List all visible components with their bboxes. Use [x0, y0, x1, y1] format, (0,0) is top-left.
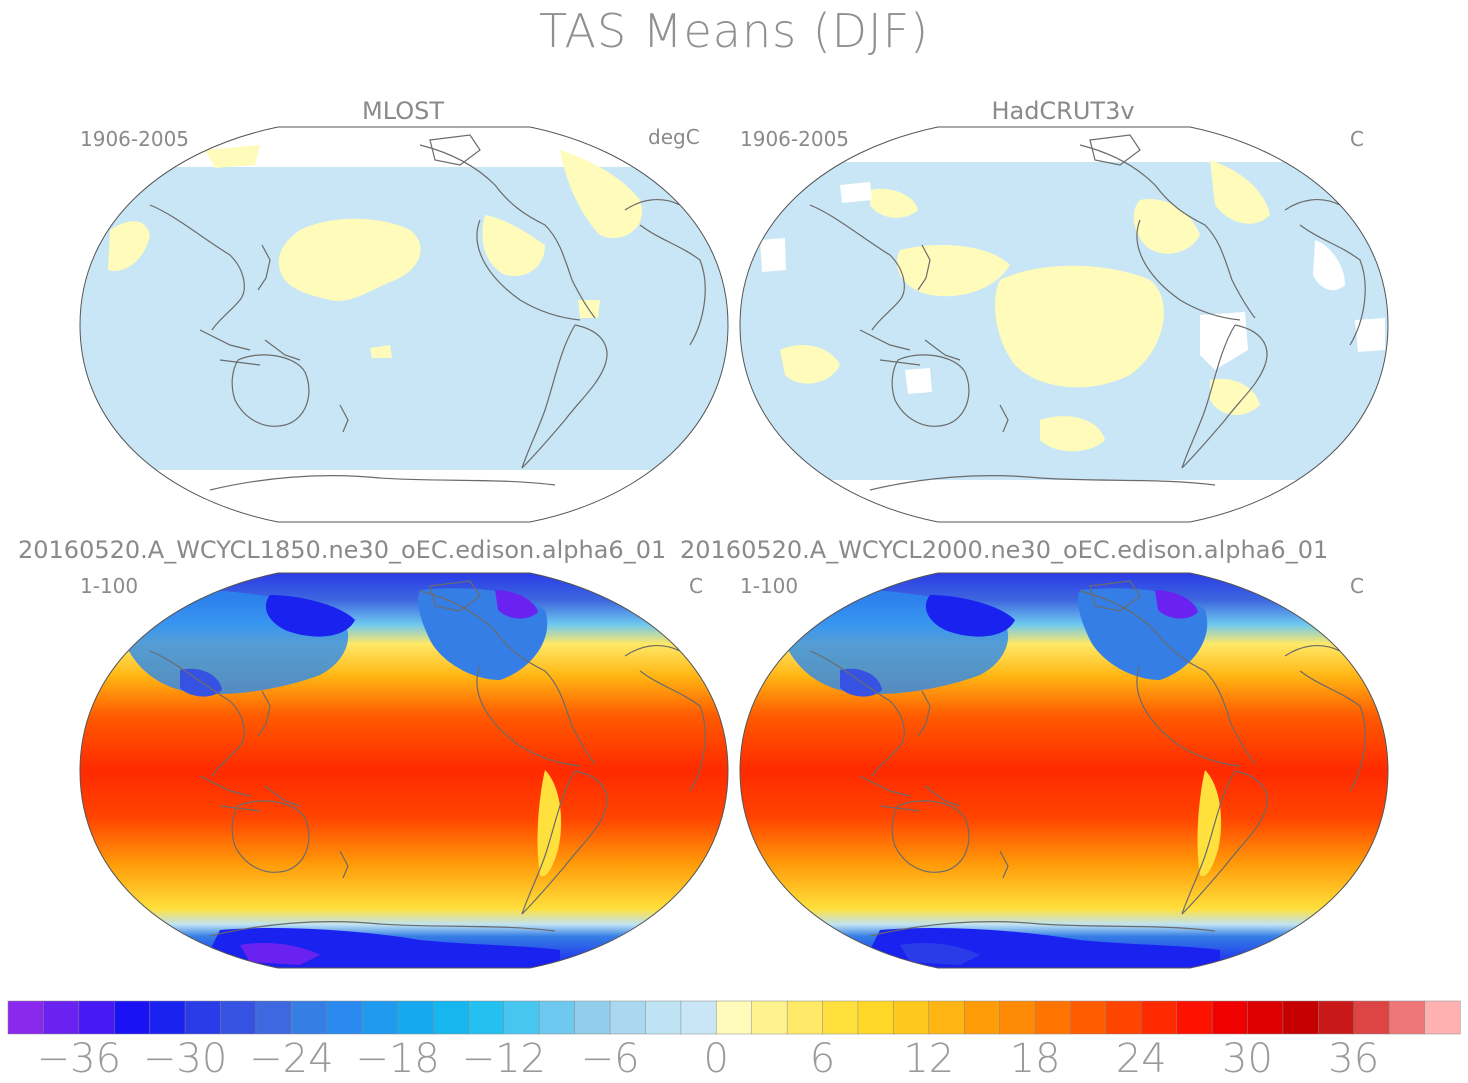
colorbar-swatch: [1176, 1000, 1213, 1035]
colorbar-swatch: [1105, 1000, 1142, 1035]
colorbar-swatch: [928, 1000, 965, 1035]
map-border-hadcrut: [739, 126, 1389, 523]
colorbar-swatch: [43, 1000, 80, 1035]
colorbar-swatch: [397, 1000, 434, 1035]
colorbar-tick-label: 18: [1009, 1036, 1061, 1082]
colorbar-swatch: [857, 1000, 894, 1035]
colorbar-tick-label: −36: [36, 1036, 122, 1082]
colorbar-swatch: [468, 1000, 505, 1035]
colorbar-tick-label: 6: [809, 1036, 836, 1082]
map-hadcrut: [740, 127, 1388, 522]
colorbar-tick-label: −18: [355, 1036, 440, 1082]
map-border-model-2000: [739, 572, 1389, 969]
panel-units-hadcrut: C: [1350, 127, 1364, 151]
colorbar-swatch: [1318, 1000, 1355, 1035]
colorbar-swatch: [716, 1000, 753, 1035]
colorbar-swatch: [786, 1000, 824, 1035]
colorbar-swatch: [7, 1000, 44, 1035]
colorbar-swatch: [680, 1000, 717, 1035]
colorbar-tick-label: 12: [903, 1036, 955, 1082]
panel-title-model-1850: 20160520.A_WCYCL1850.ne30_oEC.edison.alp…: [18, 536, 667, 564]
map-model-1850: [80, 573, 728, 968]
colorbar-tick-label: −12: [461, 1036, 547, 1082]
map-border-model-1850: [79, 572, 729, 969]
colorbar-swatch: [645, 1000, 682, 1035]
colorbar-swatch: [1211, 1000, 1249, 1035]
colorbar-tick-label: −24: [249, 1036, 334, 1082]
colorbar-swatch: [1353, 1000, 1390, 1035]
map-border-mlost: [79, 126, 729, 523]
colorbar-swatch: [113, 1000, 151, 1035]
colorbar-tick-label: 24: [1115, 1036, 1167, 1082]
colorbar-swatch: [1388, 1000, 1426, 1035]
colorbar: [7, 1000, 1461, 1035]
colorbar-swatch: [1247, 1000, 1284, 1035]
colorbar-swatch: [255, 1000, 292, 1035]
colorbar-swatch: [574, 1000, 611, 1035]
colorbar-swatch: [1141, 1000, 1178, 1035]
colorbar-swatch: [326, 1000, 363, 1035]
colorbar-swatch: [1034, 1000, 1071, 1035]
colorbar-swatch: [963, 1000, 1001, 1035]
colorbar-tick-label: 36: [1328, 1036, 1380, 1082]
colorbar-swatch: [291, 1000, 328, 1035]
colorbar-swatch: [1282, 1000, 1319, 1035]
colorbar-swatch: [538, 1000, 576, 1035]
colorbar-tick-label: −30: [142, 1036, 228, 1082]
colorbar-swatch: [1424, 1000, 1461, 1035]
colorbar-swatch: [149, 1000, 186, 1035]
panel-title-model-2000: 20160520.A_WCYCL2000.ne30_oEC.edison.alp…: [680, 536, 1329, 564]
panel-units-model-1850: C: [689, 574, 703, 598]
panel-period-model-1850: 1-100: [80, 574, 139, 598]
panel-period-mlost: 1906-2005: [80, 127, 190, 151]
colorbar-swatch: [999, 1000, 1036, 1035]
colorbar-swatch: [1070, 1000, 1107, 1035]
map-model-2000: [740, 573, 1388, 968]
panel-period-model-2000: 1-100: [740, 574, 799, 598]
colorbar-tick-label: 30: [1222, 1036, 1273, 1082]
main-title: TAS Means (DJF): [538, 4, 930, 58]
colorbar-swatch: [609, 1000, 647, 1035]
panel-title-hadcrut: HadCRUT3v: [991, 97, 1135, 125]
colorbar-swatch: [503, 1000, 540, 1035]
panel-title-mlost: MLOST: [361, 97, 445, 125]
colorbar-tick-label: 0: [703, 1036, 730, 1082]
colorbar-swatch: [184, 1000, 222, 1035]
colorbar-swatch: [361, 1000, 399, 1035]
colorbar-swatch: [78, 1000, 115, 1035]
colorbar-swatch: [822, 1000, 859, 1035]
colorbar-tick-label: −6: [580, 1036, 640, 1082]
colorbar-swatch: [432, 1000, 469, 1035]
panel-period-hadcrut: 1906-2005: [740, 127, 850, 151]
map-mlost: [80, 127, 728, 522]
colorbar-swatch: [751, 1000, 788, 1035]
panel-units-mlost: degC: [648, 125, 700, 149]
panel-units-model-2000: C: [1350, 574, 1364, 598]
colorbar-swatch: [220, 1000, 257, 1035]
colorbar-swatch: [893, 1000, 930, 1035]
